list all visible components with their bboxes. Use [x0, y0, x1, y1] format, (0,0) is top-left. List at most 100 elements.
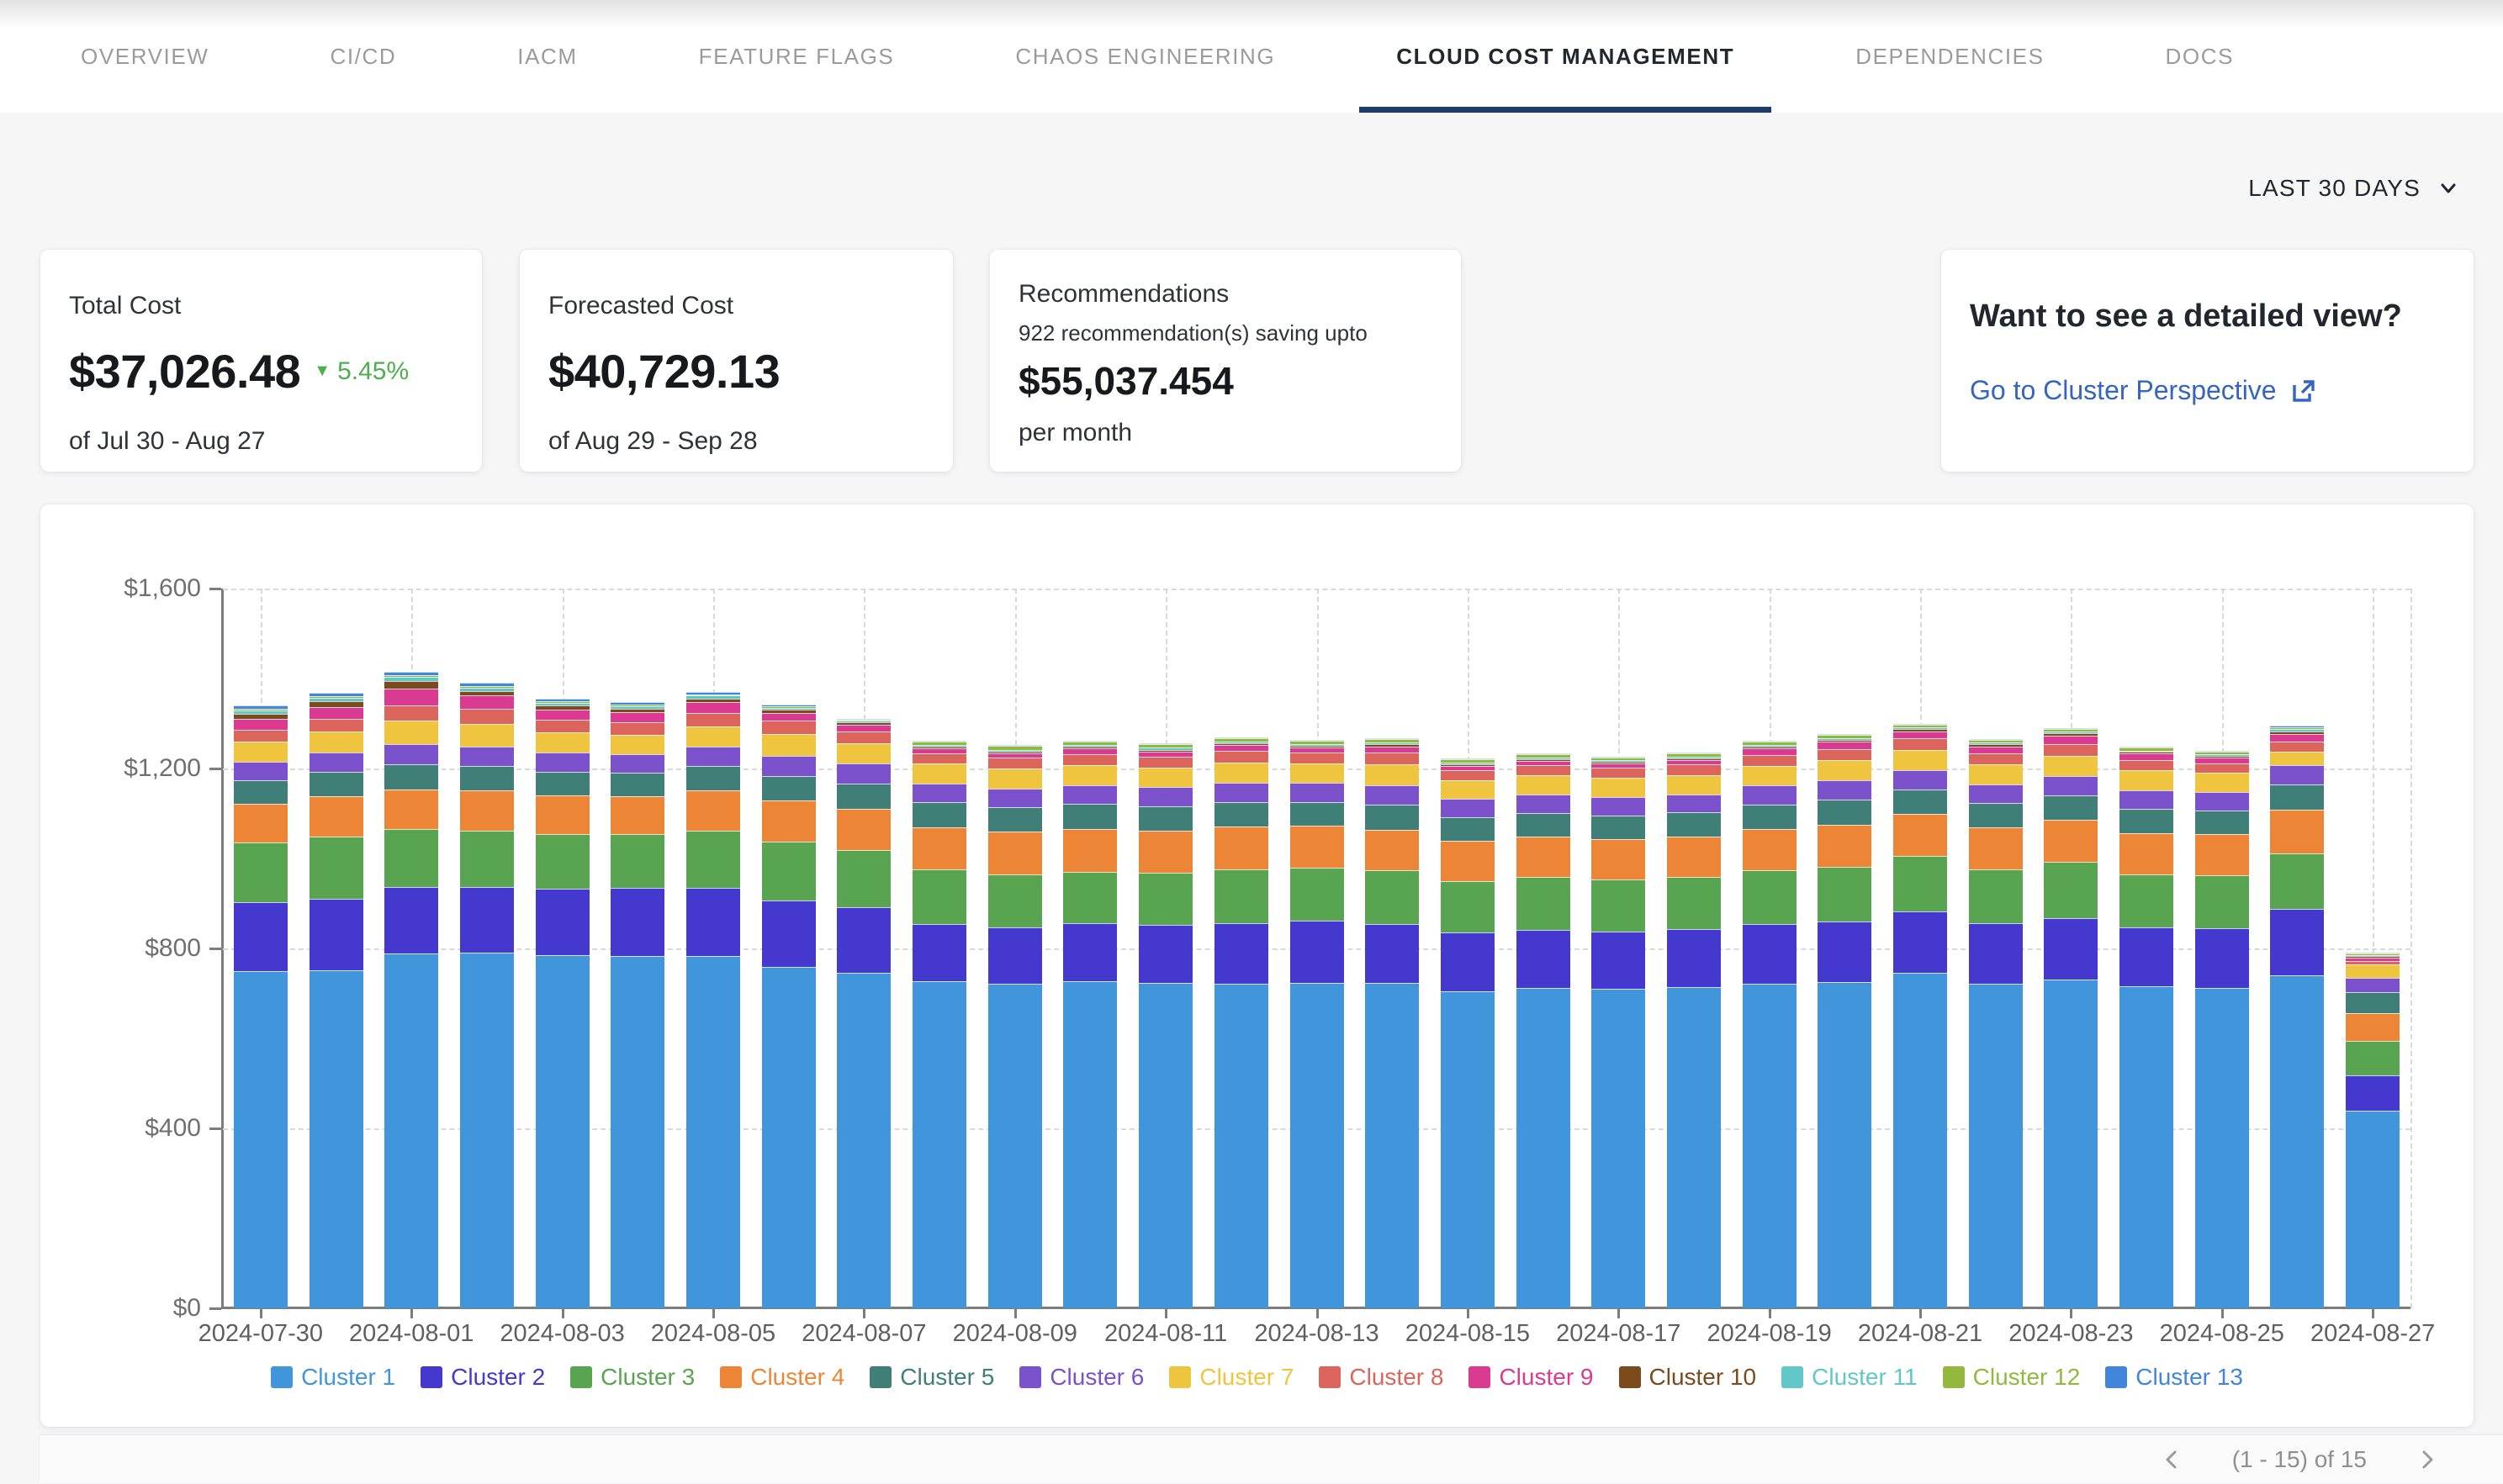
- bar-segment-cluster-6-2024-08-09[interactable]: [988, 789, 1042, 807]
- bar-segment-cluster-6-2024-08-27[interactable]: [2346, 978, 2400, 992]
- bar-segment-cluster-12-2024-08-27[interactable]: [2346, 953, 2400, 954]
- bar-segment-cluster-6-2024-08-15[interactable]: [1441, 799, 1495, 816]
- bar-segment-cluster-2-2024-08-16[interactable]: [1516, 930, 1570, 989]
- bar-segment-cluster-4-2024-08-27[interactable]: [2346, 1013, 2400, 1041]
- bar-segment-cluster-7-2024-08-18[interactable]: [1667, 775, 1721, 795]
- bar-segment-cluster-9-2024-08-25[interactable]: [2195, 758, 2249, 763]
- bar-segment-cluster-4-2024-08-26[interactable]: [2270, 810, 2324, 853]
- bar-segment-cluster-12-2024-08-05[interactable]: [686, 694, 740, 696]
- bar-segment-cluster-6-2024-07-31[interactable]: [310, 753, 363, 772]
- bar-segment-cluster-3-2024-08-16[interactable]: [1516, 877, 1570, 929]
- bar-segment-cluster-12-2024-08-16[interactable]: [1516, 754, 1570, 757]
- bar-segment-cluster-13-2024-08-23[interactable]: [2044, 728, 2098, 729]
- bar-segment-cluster-9-2024-08-08[interactable]: [913, 748, 966, 753]
- bar-segment-cluster-7-2024-08-02[interactable]: [460, 724, 514, 747]
- bar-segment-cluster-4-2024-08-19[interactable]: [1743, 829, 1797, 870]
- bar-segment-cluster-10-2024-08-11[interactable]: [1139, 750, 1193, 752]
- bar-segment-cluster-2-2024-08-20[interactable]: [1818, 922, 1871, 982]
- bar-segment-cluster-8-2024-08-26[interactable]: [2270, 742, 2324, 752]
- bar-segment-cluster-3-2024-08-26[interactable]: [2270, 853, 2324, 909]
- bar-segment-cluster-10-2024-08-17[interactable]: [1591, 762, 1645, 763]
- bar-segment-cluster-4-2024-08-03[interactable]: [536, 795, 590, 834]
- legend-item-cluster-5[interactable]: Cluster 5: [870, 1364, 994, 1391]
- bar-segment-cluster-11-2024-08-01[interactable]: [384, 677, 438, 680]
- bar-segment-cluster-13-2024-08-21[interactable]: [1893, 724, 1947, 725]
- bar-segment-cluster-6-2024-08-16[interactable]: [1516, 795, 1570, 813]
- bar-segment-cluster-6-2024-07-30[interactable]: [234, 762, 288, 780]
- bar-segment-cluster-12-2024-08-02[interactable]: [460, 686, 514, 688]
- previous-page-button[interactable]: [2160, 1447, 2185, 1472]
- bar-segment-cluster-9-2024-08-12[interactable]: [1214, 745, 1268, 750]
- bar-segment-cluster-1-2024-08-21[interactable]: [1893, 973, 1947, 1308]
- bar-segment-cluster-4-2024-08-15[interactable]: [1441, 841, 1495, 881]
- bar-segment-cluster-13-2024-08-08[interactable]: [913, 741, 966, 742]
- bar-segment-cluster-7-2024-08-17[interactable]: [1591, 778, 1645, 797]
- bar-segment-cluster-7-2024-07-30[interactable]: [234, 742, 288, 762]
- legend-item-cluster-13[interactable]: Cluster 13: [2105, 1364, 2243, 1391]
- legend-item-cluster-6[interactable]: Cluster 6: [1019, 1364, 1144, 1391]
- bar-segment-cluster-10-2024-08-22[interactable]: [1969, 744, 2023, 747]
- legend-item-cluster-10[interactable]: Cluster 10: [1619, 1364, 1757, 1391]
- bar-segment-cluster-10-2024-08-12[interactable]: [1214, 743, 1268, 745]
- bar-segment-cluster-4-2024-08-21[interactable]: [1893, 814, 1947, 856]
- bar-segment-cluster-9-2024-08-13[interactable]: [1290, 747, 1344, 752]
- bar-segment-cluster-4-2024-08-13[interactable]: [1290, 826, 1344, 867]
- bar-segment-cluster-1-2024-08-18[interactable]: [1667, 987, 1721, 1308]
- bar-segment-cluster-1-2024-08-05[interactable]: [686, 956, 740, 1308]
- bar-segment-cluster-4-2024-08-01[interactable]: [384, 790, 438, 829]
- legend-item-cluster-4[interactable]: Cluster 4: [720, 1364, 844, 1391]
- bar-segment-cluster-5-2024-08-02[interactable]: [460, 766, 514, 790]
- bar-segment-cluster-12-2024-08-19[interactable]: [1743, 742, 1797, 744]
- bar-segment-cluster-9-2024-08-24[interactable]: [2119, 753, 2173, 759]
- bar-segment-cluster-13-2024-08-02[interactable]: [460, 683, 514, 685]
- bar-segment-cluster-1-2024-08-16[interactable]: [1516, 988, 1570, 1308]
- date-range-dropdown[interactable]: LAST 30 DAYS: [2248, 165, 2461, 212]
- bar-segment-cluster-1-2024-08-27[interactable]: [2346, 1111, 2400, 1308]
- bar-segment-cluster-9-2024-08-17[interactable]: [1591, 763, 1645, 768]
- bar-segment-cluster-8-2024-07-30[interactable]: [234, 730, 288, 742]
- bar-segment-cluster-5-2024-08-06[interactable]: [762, 776, 816, 800]
- bar-segment-cluster-6-2024-08-04[interactable]: [611, 754, 664, 772]
- bar-segment-cluster-7-2024-08-14[interactable]: [1365, 764, 1419, 785]
- bar-segment-cluster-7-2024-08-13[interactable]: [1290, 763, 1344, 784]
- bar-segment-cluster-3-2024-08-20[interactable]: [1818, 867, 1871, 922]
- bar-segment-cluster-9-2024-08-02[interactable]: [460, 695, 514, 709]
- bar-segment-cluster-5-2024-08-10[interactable]: [1063, 804, 1117, 828]
- bar-segment-cluster-1-2024-07-31[interactable]: [310, 970, 363, 1308]
- bar-segment-cluster-2-2024-08-15[interactable]: [1441, 932, 1495, 991]
- bar-segment-cluster-6-2024-08-03[interactable]: [536, 753, 590, 771]
- bar-segment-cluster-10-2024-08-16[interactable]: [1516, 759, 1570, 761]
- bar-segment-cluster-12-2024-08-18[interactable]: [1667, 753, 1721, 756]
- bar-segment-cluster-12-2024-08-14[interactable]: [1365, 739, 1419, 742]
- legend-item-cluster-8[interactable]: Cluster 8: [1319, 1364, 1443, 1391]
- bar-segment-cluster-5-2024-08-24[interactable]: [2119, 809, 2173, 832]
- bar-segment-cluster-13-2024-08-07[interactable]: [837, 719, 891, 721]
- bar-segment-cluster-5-2024-08-01[interactable]: [384, 764, 438, 790]
- bar-segment-cluster-12-2024-08-11[interactable]: [1139, 744, 1193, 747]
- bar-segment-cluster-13-2024-08-25[interactable]: [2195, 751, 2249, 752]
- legend-item-cluster-2[interactable]: Cluster 2: [421, 1364, 545, 1391]
- bar-segment-cluster-6-2024-08-22[interactable]: [1969, 784, 2023, 803]
- bar-segment-cluster-9-2024-07-31[interactable]: [310, 707, 363, 719]
- bar-segment-cluster-2-2024-08-12[interactable]: [1214, 923, 1268, 984]
- bar-segment-cluster-6-2024-08-25[interactable]: [2195, 792, 2249, 811]
- bar-segment-cluster-9-2024-08-20[interactable]: [1818, 742, 1871, 749]
- bar-segment-cluster-3-2024-08-23[interactable]: [2044, 862, 2098, 917]
- bar-segment-cluster-6-2024-08-01[interactable]: [384, 744, 438, 765]
- bar-segment-cluster-10-2024-08-07[interactable]: [837, 722, 891, 725]
- bar-segment-cluster-3-2024-08-08[interactable]: [913, 869, 966, 923]
- bar-segment-cluster-8-2024-08-17[interactable]: [1591, 768, 1645, 778]
- bar-segment-cluster-13-2024-08-06[interactable]: [762, 705, 816, 706]
- bar-segment-cluster-5-2024-08-13[interactable]: [1290, 802, 1344, 826]
- bar-segment-cluster-5-2024-08-14[interactable]: [1365, 805, 1419, 830]
- bar-segment-cluster-12-2024-08-21[interactable]: [1893, 725, 1947, 727]
- bar-segment-cluster-5-2024-08-15[interactable]: [1441, 817, 1495, 841]
- bar-segment-cluster-1-2024-08-17[interactable]: [1591, 989, 1645, 1308]
- bar-segment-cluster-4-2024-07-31[interactable]: [310, 796, 363, 837]
- bar-segment-cluster-9-2024-08-01[interactable]: [384, 689, 438, 705]
- bar-segment-cluster-3-2024-08-24[interactable]: [2119, 874, 2173, 927]
- bar-segment-cluster-5-2024-08-19[interactable]: [1743, 805, 1797, 829]
- bar-segment-cluster-10-2024-08-05[interactable]: [686, 699, 740, 702]
- bar-segment-cluster-13-2024-08-12[interactable]: [1214, 737, 1268, 738]
- bar-segment-cluster-10-2024-08-14[interactable]: [1365, 744, 1419, 747]
